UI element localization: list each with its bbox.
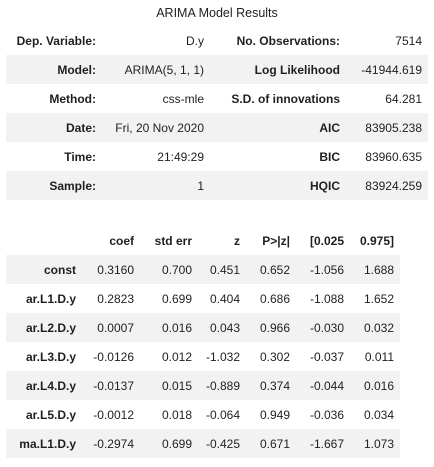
summary-value: 83905.238 [346, 113, 428, 142]
coef-cell: -1.088 [309, 291, 344, 306]
coef-header-cell [6, 226, 82, 255]
summary-label: No. Observations: [236, 33, 340, 48]
summary-label: Date: [6, 113, 102, 142]
coef-cell: -0.2974 [82, 429, 140, 458]
coef-cell: -0.044 [296, 371, 350, 400]
summary-value: 1 [102, 171, 210, 200]
coef-cell: -0.425 [198, 429, 246, 458]
table-row: ar.L4.D.y -0.0137 0.015 -0.889 0.374 -0.… [6, 371, 400, 400]
coef-header-row: coef std err z P>|z| [0.025 0.975] [6, 226, 400, 255]
table-row: ar.L5.D.y -0.0012 0.018 -0.064 0.949 -0.… [6, 400, 400, 429]
table-row: ma.L1.D.y -0.2974 0.699 -0.425 0.671 -1.… [6, 429, 400, 458]
table-row: ar.L3.D.y -0.0126 0.012 -1.032 0.302 -0.… [6, 342, 400, 371]
coef-cell: 0.671 [246, 429, 296, 458]
coef-cell: 0.699 [140, 429, 198, 458]
summary-label: Time: [64, 149, 96, 164]
coef-cell: -1.032 [205, 349, 240, 364]
table-row: ar.L1.D.y 0.2823 0.699 0.404 0.686 -1.08… [6, 284, 400, 313]
coef-cell: 0.0007 [82, 313, 140, 342]
coef-cell: -1.056 [296, 255, 350, 284]
coef-cell: -0.0012 [93, 407, 134, 422]
summary-label: Model: [6, 55, 102, 84]
summary-label: Dep. Variable: [16, 33, 96, 48]
summary-value: 7514 [395, 33, 422, 48]
summary-value: ARIMA(5, 1, 1) [102, 55, 210, 84]
summary-label: Sample: [6, 171, 102, 200]
coef-cell: 0.016 [140, 313, 198, 342]
coef-cell: 0.012 [161, 349, 192, 364]
coef-cell: -0.0137 [82, 371, 140, 400]
coef-cell: 0.3160 [82, 255, 140, 284]
coef-cell: 1.073 [350, 429, 400, 458]
coef-header-cell: P>|z| [246, 226, 296, 255]
summary-row: Time: 21:49:29 BIC 83960.635 [6, 142, 428, 171]
coef-row-label: ar.L1.D.y [25, 291, 76, 306]
coef-cell: 0.686 [259, 291, 290, 306]
summary-value: css-mle [162, 91, 204, 106]
coef-row-label: ar.L2.D.y [6, 313, 82, 342]
coef-row-label: const [6, 255, 82, 284]
table-caption: ARIMA Model Results [156, 6, 278, 20]
summary-row: Sample: 1 HQIC 83924.259 [6, 171, 428, 200]
coef-cell: -1.667 [296, 429, 350, 458]
coef-cell: -0.037 [309, 349, 344, 364]
summary-value: 83960.635 [365, 149, 422, 164]
coef-cell: 0.016 [350, 371, 400, 400]
coef-cell: 0.034 [363, 407, 394, 422]
coef-cell: 0.949 [259, 407, 290, 422]
coef-cell: 1.652 [363, 291, 394, 306]
table-row: ar.L2.D.y 0.0007 0.016 0.043 0.966 -0.03… [6, 313, 400, 342]
coef-header-cell: std err [140, 226, 198, 255]
summary-value: 64.281 [385, 91, 422, 106]
coef-cell: -0.064 [205, 407, 240, 422]
coef-row-label: ar.L4.D.y [6, 371, 82, 400]
summary-label: HQIC [210, 171, 346, 200]
summary-label: Log Likelihood [210, 55, 346, 84]
coef-cell: 0.2823 [97, 291, 134, 306]
summary-value: Fri, 20 Nov 2020 [102, 113, 210, 142]
summary-row: Method: css-mle S.D. of innovations 64.2… [6, 84, 428, 113]
summary-label: AIC [210, 113, 346, 142]
coef-cell: -0.889 [198, 371, 246, 400]
summary-label: BIC [319, 149, 340, 164]
summary-row: Dep. Variable: D.y No. Observations: 751… [6, 26, 428, 55]
coef-header-cell: z [198, 226, 246, 255]
coef-cell: 0.404 [209, 291, 240, 306]
coefficient-table: coef std err z P>|z| [0.025 0.975] const… [6, 226, 400, 458]
coef-header-cell: coef [82, 226, 140, 255]
coef-cell: -0.036 [309, 407, 344, 422]
coef-cell: 0.032 [350, 313, 400, 342]
coef-header-cell: 0.975] [350, 226, 400, 255]
summary-label: Method: [49, 91, 96, 106]
coef-cell: 1.688 [350, 255, 400, 284]
coef-cell: 0.374 [246, 371, 296, 400]
coef-cell: 0.015 [140, 371, 198, 400]
coef-cell: -0.030 [296, 313, 350, 342]
coef-cell: 0.700 [140, 255, 198, 284]
coef-header-cell: [0.025 [296, 226, 350, 255]
summary-row: Date: Fri, 20 Nov 2020 AIC 83905.238 [6, 113, 428, 142]
summary-value: D.y [186, 33, 204, 48]
summary-value: 21:49:29 [157, 149, 204, 164]
summary-row: Model: ARIMA(5, 1, 1) Log Likelihood -41… [6, 55, 428, 84]
model-summary-table: Dep. Variable: D.y No. Observations: 751… [6, 26, 428, 200]
coef-cell: 0.652 [246, 255, 296, 284]
coef-row-label: ma.L1.D.y [6, 429, 82, 458]
coef-row-label: ar.L3.D.y [25, 349, 76, 364]
coef-cell: -0.0126 [93, 349, 134, 364]
coef-cell: 0.699 [161, 291, 192, 306]
coef-row-label: ar.L5.D.y [25, 407, 76, 422]
summary-value: -41944.619 [346, 55, 428, 84]
summary-label: S.D. of innovations [231, 91, 340, 106]
coef-cell: 0.302 [259, 349, 290, 364]
coef-cell: 0.011 [364, 349, 394, 364]
coef-cell: 0.018 [161, 407, 192, 422]
summary-value: 83924.259 [346, 171, 428, 200]
coef-cell: 0.966 [246, 313, 296, 342]
table-row: const 0.3160 0.700 0.451 0.652 -1.056 1.… [6, 255, 400, 284]
coef-cell: 0.451 [198, 255, 246, 284]
coef-cell: 0.043 [198, 313, 246, 342]
